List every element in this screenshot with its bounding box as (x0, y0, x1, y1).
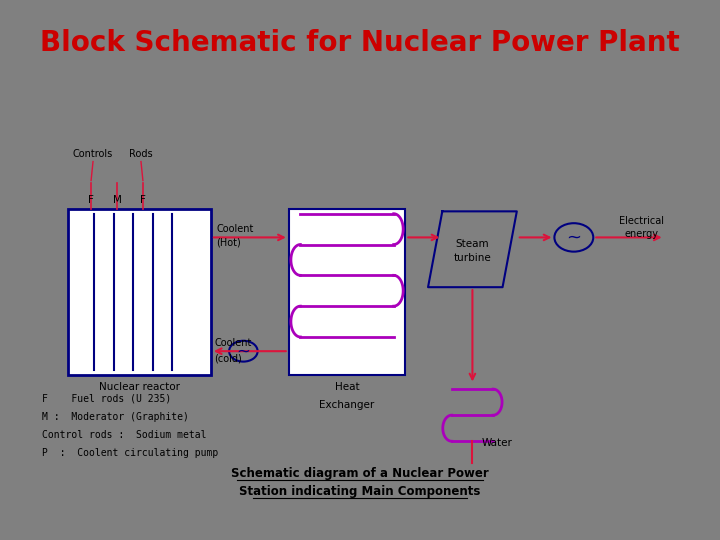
Text: Water: Water (482, 438, 513, 448)
Text: M: M (112, 195, 122, 205)
Text: Station indicating Main Components: Station indicating Main Components (239, 485, 481, 498)
Text: (Hot): (Hot) (216, 238, 241, 248)
Text: Exchanger: Exchanger (320, 400, 374, 409)
Text: Nuclear reactor: Nuclear reactor (99, 382, 180, 392)
Text: Block Schematic for Nuclear Power Plant: Block Schematic for Nuclear Power Plant (40, 29, 680, 57)
Text: Controls: Controls (73, 149, 113, 159)
Text: M :  Moderator (Graphite): M : Moderator (Graphite) (42, 412, 189, 422)
Text: F: F (140, 195, 146, 205)
Text: Control rods :  Sodium metal: Control rods : Sodium metal (42, 430, 207, 440)
Text: P  :  Coolent circulating pump: P : Coolent circulating pump (42, 448, 219, 458)
Text: F: F (88, 195, 94, 205)
Text: Rods: Rods (129, 149, 153, 159)
Text: Electrical: Electrical (619, 216, 665, 226)
Text: F    Fuel rods (U 235): F Fuel rods (U 235) (42, 394, 172, 404)
Text: Coolent: Coolent (215, 339, 251, 348)
Text: Heat: Heat (335, 382, 359, 392)
Text: ~: ~ (236, 342, 251, 360)
Text: energy: energy (625, 230, 659, 239)
Text: turbine: turbine (454, 253, 491, 263)
Text: ~: ~ (567, 228, 581, 246)
Text: Steam: Steam (456, 239, 490, 248)
Bar (289, 209, 405, 375)
Text: Coolent: Coolent (216, 224, 253, 234)
Text: (cold): (cold) (215, 354, 242, 363)
Bar (68, 209, 211, 375)
Text: Schematic diagram of a Nuclear Power: Schematic diagram of a Nuclear Power (231, 467, 489, 480)
